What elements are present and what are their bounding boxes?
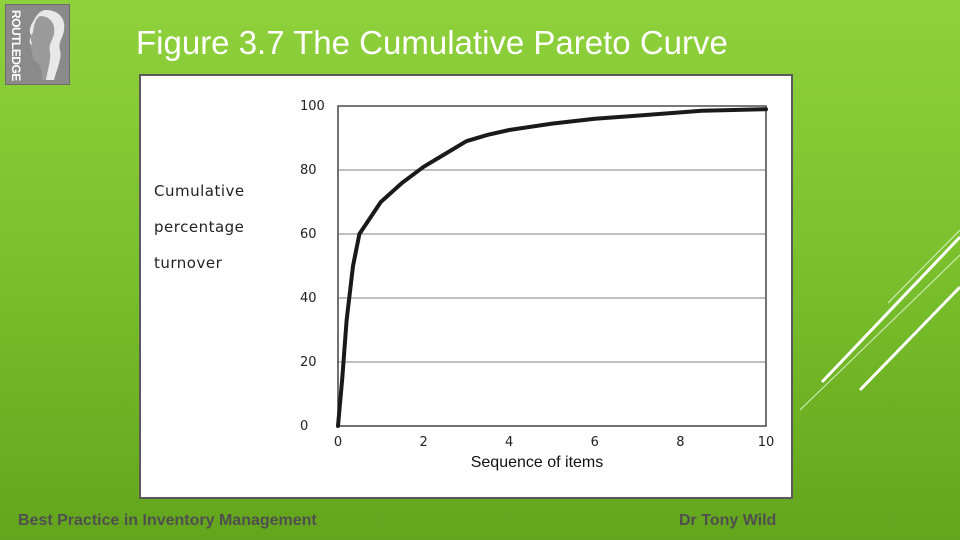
footer-author: Dr Tony Wild <box>679 512 777 529</box>
y-axis-label-line: percentage <box>154 218 244 236</box>
y-tick-label: 100 <box>300 99 325 114</box>
decorative-lines <box>799 229 960 411</box>
y-tick-label: 60 <box>300 227 317 242</box>
profile-silhouette-icon <box>29 10 65 80</box>
footer-book-title: Best Practice in Inventory Management <box>18 512 317 529</box>
y-tick-label: 0 <box>300 419 308 434</box>
slide-title: Figure 3.7 The Cumulative Pareto Curve <box>136 24 728 61</box>
y-axis-label-line: Cumulative <box>154 182 245 200</box>
cumulative-curve <box>336 107 768 428</box>
pareto-chart: 0 20 40 60 80 100 0 2 4 6 8 10 Cumulative percentage t… <box>154 99 775 471</box>
logo-text: ROUTLEDGE <box>9 10 23 81</box>
x-axis-label: Sequence of items <box>471 454 604 471</box>
routledge-logo: ROUTLEDGE <box>5 4 70 85</box>
y-axis-label-line: turnover <box>154 254 223 272</box>
x-tick-label: 10 <box>758 435 775 450</box>
x-tick-label: 2 <box>419 435 427 450</box>
x-tick-label: 6 <box>591 435 599 450</box>
y-tick-label: 80 <box>300 163 317 178</box>
plot-area <box>337 105 767 427</box>
y-tick-label: 20 <box>300 355 317 370</box>
x-tick-label: 4 <box>505 435 513 450</box>
y-tick-label: 40 <box>300 291 317 306</box>
x-tick-label: 0 <box>334 435 342 450</box>
x-tick-label: 8 <box>676 435 684 450</box>
chart-panel: 0 20 40 60 80 100 0 2 4 6 8 10 Cumulative percentage t… <box>139 74 793 499</box>
